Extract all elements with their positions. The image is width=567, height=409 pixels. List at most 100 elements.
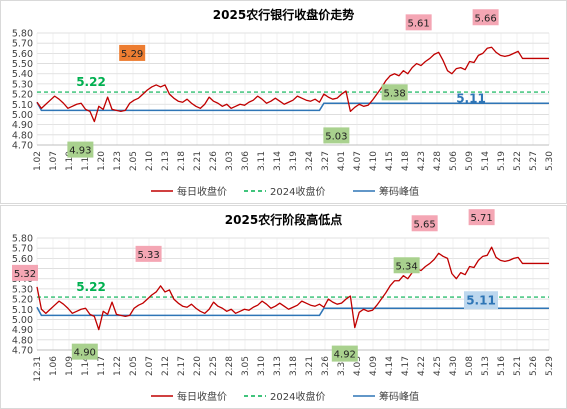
x-tick-label: 5.19	[497, 151, 507, 171]
x-tick-label: 4.23	[417, 151, 427, 171]
annotation-label: 5.33	[135, 245, 162, 262]
x-tick-label: 1.07	[49, 151, 59, 171]
x-tick-label: 3.31	[337, 356, 347, 376]
x-tick-label: 1.06	[49, 356, 59, 376]
x-tick-label: 5.08	[465, 356, 475, 376]
y-tick-label: 5.60	[12, 254, 33, 265]
x-tick-label: 3.27	[321, 151, 331, 171]
y-tick-label: 5.10	[12, 100, 33, 111]
legend-item: 每日收盘价	[151, 390, 227, 403]
x-tick-label: 1.20	[97, 151, 107, 171]
chart-panel-price-trend: 2025农行银行收盘价走势 4.70 4.80 4.90 5.00 5.10 5.20 5.3…	[0, 0, 567, 204]
annotation-label: 5.38	[381, 84, 408, 101]
x-tick-label: 2.18	[177, 151, 187, 171]
x-tick-label: 2.26	[209, 151, 219, 171]
x-tick-label: 5.06	[449, 151, 459, 171]
x-tick-label: 4.28	[433, 151, 443, 171]
annotation-label: 5.61	[405, 14, 432, 31]
x-tick-label: 1.10	[65, 151, 75, 171]
annotation-text: 5.22	[76, 280, 106, 294]
x-tick-label: 1.09	[65, 356, 75, 376]
annotation-bg	[468, 209, 495, 226]
annotation-bg	[381, 84, 408, 101]
annotation-label: 5.29	[119, 44, 146, 61]
annotation-text: 5.38	[384, 88, 406, 99]
x-tick-label: 12.31	[33, 356, 43, 382]
x-tick-label: 5.21	[513, 356, 523, 376]
x-tick-label: 2.28	[225, 356, 235, 376]
y-tick-label: 5.20	[12, 90, 33, 101]
x-tick-label: 4.22	[417, 356, 427, 376]
annotation-label: 5.65	[411, 215, 438, 232]
annotation-bg	[119, 44, 146, 61]
annotation-text: 5.71	[470, 213, 492, 224]
x-tick-label: 3.10	[257, 356, 267, 376]
x-tick-label: 2.20	[193, 356, 203, 376]
y-tick-label: 4.70	[12, 346, 33, 357]
annotation-bg	[464, 291, 498, 310]
y-tick-label: 5.60	[12, 49, 33, 60]
legend-item: 筹码峰值	[353, 185, 419, 198]
y-tick-label: 4.80	[12, 130, 33, 141]
x-tick-label: 3.14	[273, 151, 283, 171]
annotation-text: 4.93	[69, 146, 91, 157]
x-tick-label: 5.30	[545, 151, 555, 171]
y-tick-label: 4.70	[12, 141, 33, 152]
y-tick-label: 5.80	[12, 234, 33, 245]
annotation-bg	[135, 245, 162, 262]
x-tick-label: 4.17	[401, 356, 411, 376]
x-tick-label: 1.02	[33, 151, 43, 171]
x-tick-label: 2.10	[145, 151, 155, 171]
x-tick-label: 2.05	[129, 356, 139, 376]
annotation-label: 4.90	[71, 343, 98, 360]
y-tick-label: 4.90	[12, 325, 33, 336]
legend-item: 2024收盘价	[244, 185, 325, 198]
x-tick-label: 3.26	[321, 356, 331, 376]
annotation-text: 5.66	[474, 13, 496, 24]
x-tick-label: 2.21	[193, 151, 203, 171]
legend-item: 筹码峰值	[353, 390, 419, 403]
legend-label: 2024收盘价	[270, 390, 325, 403]
x-tick-label: 4.30	[449, 356, 459, 376]
series-line-chip-peak	[36, 101, 549, 112]
x-tick-label: 5.27	[529, 151, 539, 171]
annotation-bg	[323, 127, 350, 144]
y-tick-label: 5.00	[12, 315, 33, 326]
x-tick-label: 1.15	[81, 151, 91, 171]
x-tick-label: 2.13	[161, 151, 171, 171]
annotation-label: 5.11	[456, 91, 486, 105]
series-line-chip-peak	[36, 306, 549, 317]
x-tick-label: 3.06	[241, 151, 251, 171]
x-tick-label: 1.17	[97, 356, 107, 376]
x-tick-label: 4.15	[385, 151, 395, 171]
x-tick-label: 4.09	[369, 356, 379, 376]
y-tick-label: 5.70	[12, 39, 33, 50]
annotation-text: 5.32	[14, 269, 36, 280]
annotation-bg	[71, 343, 98, 360]
y-tick-label: 5.40	[12, 69, 33, 80]
x-tick-label: 1.22	[113, 356, 123, 376]
annotation-text: 4.92	[334, 350, 356, 361]
x-tick-label: 3.03	[225, 151, 235, 171]
annotation-text: 4.90	[74, 348, 96, 359]
annotation-text: 5.29	[121, 49, 143, 60]
x-tick-label: 3.24	[305, 151, 315, 171]
annotation-label: 5.71	[468, 209, 495, 226]
y-tick-label: 5.00	[12, 110, 33, 121]
annotation-bg	[411, 215, 438, 232]
y-tick-label: 5.50	[12, 59, 33, 70]
chart-svg-1: 2025农行阶段高低点4.704.804.905.005.105.205.305…	[12, 209, 555, 403]
x-tick-label: 4.01	[337, 151, 347, 171]
annotation-bg	[331, 345, 358, 362]
annotation-text: 5.34	[396, 261, 418, 272]
annotation-label: 5.11	[464, 291, 498, 310]
series-line-daily-close	[36, 46, 549, 123]
chart-title: 2025农行银行收盘价走势	[213, 7, 354, 22]
y-tick-label: 5.30	[12, 284, 33, 295]
annotation-text: 5.03	[325, 131, 347, 142]
x-tick-label: 5.26	[529, 356, 539, 376]
annotation-text: 5.33	[137, 250, 159, 261]
x-tick-label: 1.23	[113, 151, 123, 171]
y-tick-label: 5.80	[12, 29, 33, 40]
x-tick-label: 5.09	[465, 151, 475, 171]
